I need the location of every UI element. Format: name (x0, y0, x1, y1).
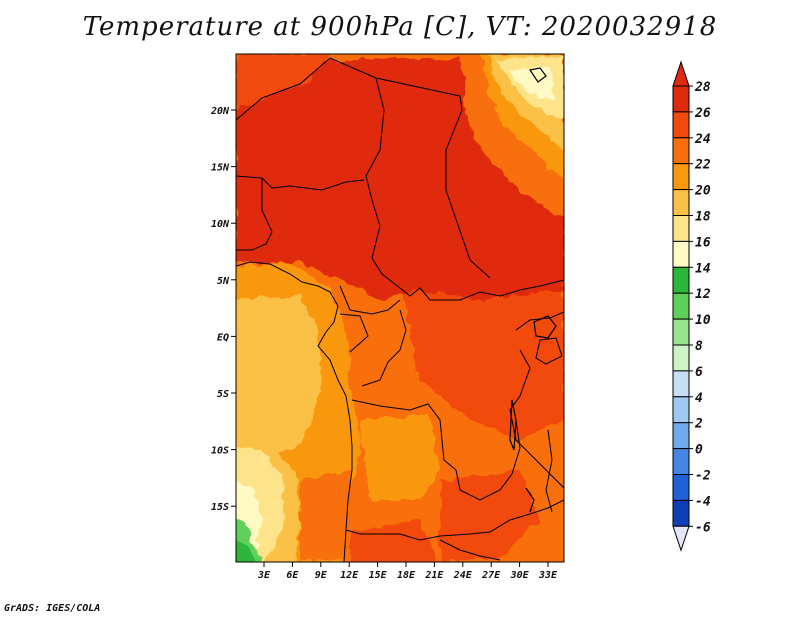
colorbar-label: 16 (695, 235, 711, 250)
colorbar-label: 14 (695, 261, 711, 276)
lat-tick-label: 15S (211, 502, 229, 513)
colorbar-label: 2 (694, 417, 703, 432)
country-borders (236, 57, 564, 562)
colorbar-box (672, 240, 690, 268)
colorbar-box (672, 448, 690, 476)
colorbar-box (672, 344, 690, 372)
colorbar-box (672, 422, 690, 450)
lon-tick-label: 21E (424, 570, 444, 581)
lon-tick-label: 27E (481, 570, 501, 581)
colorbar-label: 8 (695, 339, 703, 354)
credit-text: GrADS: IGES/COLA (4, 603, 101, 614)
plot-frame (235, 53, 565, 563)
lat-tick-label: 20N (210, 106, 230, 117)
lon-tick-label: 6E (286, 570, 299, 581)
colorbar-label: -6 (695, 520, 711, 535)
colorbar-box (672, 318, 690, 346)
lat-tick-label: 5S (217, 389, 229, 400)
colorbar-label: 12 (695, 287, 711, 302)
colorbar-over-triangle (672, 60, 690, 87)
colorbar-box (672, 137, 690, 165)
lon-tick-label: 12E (340, 570, 359, 581)
colorbar-box (672, 292, 690, 320)
colorbar-label: 0 (695, 443, 703, 458)
colorbar-box (672, 163, 690, 191)
colorbar-label: -2 (695, 469, 711, 484)
lon-tick-label: 15E (369, 570, 388, 581)
lat-tick-label: 15N (211, 163, 230, 174)
colorbar-box (672, 266, 690, 294)
map-axes: 3E 6E 9E 12E 15E 18E 21E 24E 27E 30E 33E 20N 15N 10N 5… (210, 106, 558, 581)
colorbar-label: 20 (694, 184, 711, 199)
lakes (509, 67, 557, 513)
lat-tick-label: 10S (211, 446, 229, 457)
lon-tick-label: 24E (453, 570, 473, 581)
lon-tick-label: 18E (397, 570, 416, 581)
colorbar-box (672, 499, 690, 527)
colorbar-label: 24 (694, 132, 711, 147)
lon-tick-label: 9E (315, 570, 328, 581)
colorbar-under-triangle (672, 525, 690, 552)
lat-tick-label: 10N (211, 219, 230, 230)
colorbar-box (672, 189, 690, 217)
temperature-field (236, 54, 564, 562)
colorbar-box (672, 474, 690, 501)
colorbar-box (672, 396, 690, 424)
colorbar-box (672, 85, 690, 113)
colorbar-box (672, 111, 690, 139)
colorbar-label: 22 (694, 158, 711, 173)
chart-title: Temperature at 900hPa [C], VT: 202003291… (82, 12, 718, 42)
colorbar-box (672, 370, 690, 398)
colorbar-label: 10 (695, 313, 711, 328)
colorbar-label: 6 (695, 365, 703, 380)
colorbar-label: 18 (695, 210, 711, 225)
colorbar-label: 28 (694, 80, 711, 95)
lon-tick-label: 33E (538, 570, 558, 581)
lat-tick-label: EQ (217, 332, 229, 343)
lat-tick-label: 5N (217, 276, 230, 287)
colorbar-label: 26 (694, 106, 711, 121)
colorbar-label: -4 (695, 494, 711, 509)
lon-tick-label: 30E (510, 570, 530, 581)
colorbar-box (672, 215, 690, 242)
lon-tick-label: 3E (257, 570, 271, 581)
colorbar-label: 4 (695, 391, 703, 406)
